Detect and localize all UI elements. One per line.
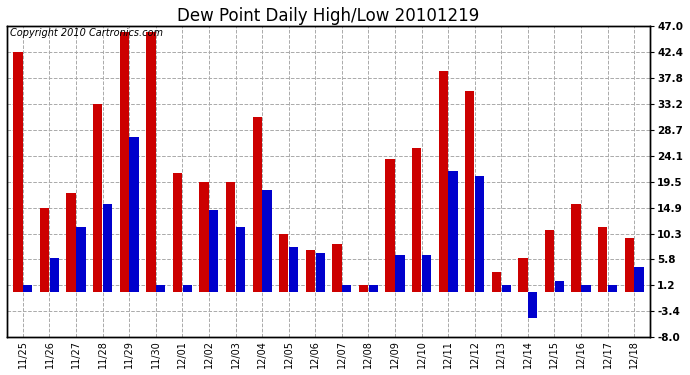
- Bar: [333, 244, 342, 292]
- Bar: [412, 148, 422, 292]
- Bar: [386, 159, 395, 292]
- Bar: [395, 255, 404, 292]
- Bar: [236, 227, 245, 292]
- Bar: [306, 250, 315, 292]
- Bar: [342, 285, 351, 292]
- Bar: [439, 70, 448, 292]
- Bar: [279, 234, 288, 292]
- Bar: [608, 285, 617, 292]
- Bar: [624, 238, 634, 292]
- Bar: [172, 173, 182, 292]
- Bar: [359, 285, 368, 292]
- Bar: [571, 204, 581, 292]
- Bar: [23, 285, 32, 292]
- Bar: [502, 285, 511, 292]
- Bar: [465, 92, 475, 292]
- Bar: [518, 258, 528, 292]
- Bar: [368, 285, 378, 292]
- Bar: [156, 285, 166, 292]
- Bar: [253, 117, 262, 292]
- Bar: [581, 285, 591, 292]
- Bar: [555, 281, 564, 292]
- Bar: [13, 53, 23, 292]
- Bar: [475, 176, 484, 292]
- Bar: [77, 227, 86, 292]
- Title: Dew Point Daily High/Low 20101219: Dew Point Daily High/Low 20101219: [177, 7, 480, 25]
- Bar: [315, 252, 325, 292]
- Bar: [448, 171, 457, 292]
- Bar: [422, 255, 431, 292]
- Bar: [289, 247, 298, 292]
- Bar: [199, 182, 208, 292]
- Bar: [66, 193, 76, 292]
- Bar: [103, 204, 112, 292]
- Bar: [50, 258, 59, 292]
- Bar: [492, 272, 501, 292]
- Bar: [93, 105, 102, 292]
- Bar: [183, 285, 192, 292]
- Bar: [545, 230, 554, 292]
- Bar: [40, 208, 49, 292]
- Bar: [209, 210, 219, 292]
- Bar: [528, 292, 538, 318]
- Bar: [226, 182, 235, 292]
- Bar: [119, 32, 129, 292]
- Bar: [598, 227, 607, 292]
- Bar: [262, 190, 272, 292]
- Bar: [130, 136, 139, 292]
- Bar: [634, 267, 644, 292]
- Text: Copyright 2010 Cartronics.com: Copyright 2010 Cartronics.com: [10, 28, 163, 38]
- Bar: [146, 32, 155, 292]
